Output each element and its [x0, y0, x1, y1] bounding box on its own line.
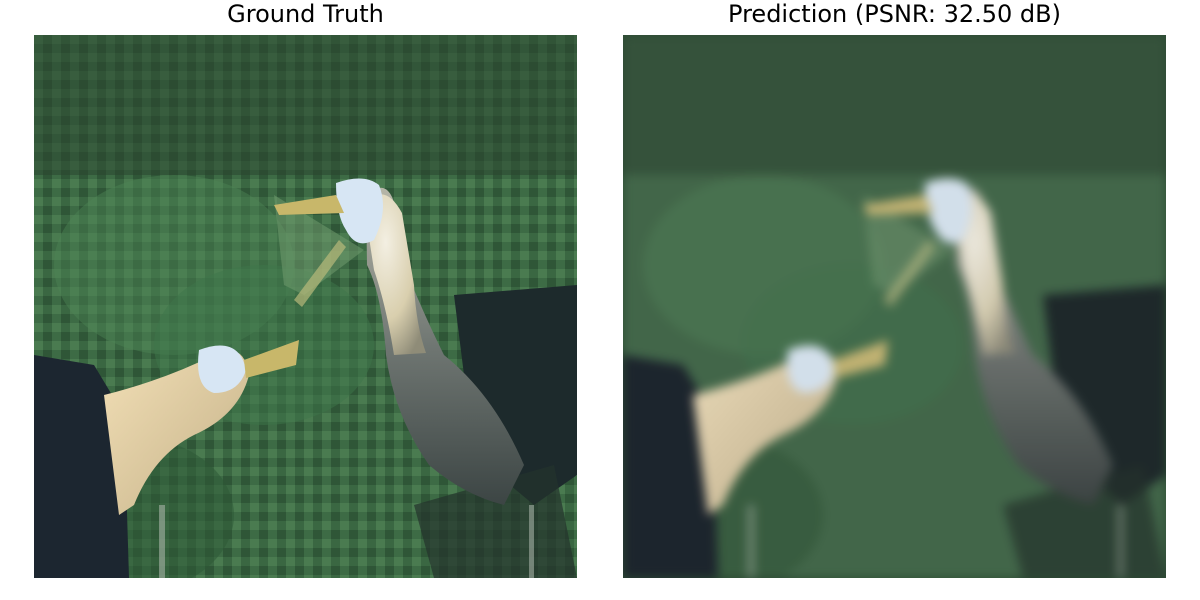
left-shadow	[34, 355, 129, 578]
left-albatross-head	[198, 345, 246, 393]
prediction-title: Prediction (PSNR: 32.50 dB)	[728, 0, 1061, 28]
left-albatross-beak	[244, 340, 299, 378]
ground-truth-image	[34, 35, 577, 578]
right-albatross-neck	[953, 194, 1015, 355]
right-albatross-neck	[364, 194, 426, 355]
left-shadow	[623, 355, 718, 578]
prediction-image	[623, 35, 1166, 578]
prediction-panel: Prediction (PSNR: 32.50 dB)	[623, 0, 1166, 600]
left-albatross-beak	[833, 340, 888, 378]
right-albatross-beak	[274, 195, 344, 215]
albatross-scene	[34, 35, 577, 578]
ground-truth-panel: Ground Truth	[34, 0, 577, 600]
left-albatross-head	[787, 345, 835, 393]
right-albatross-beak	[863, 195, 933, 215]
right-albatross-head	[336, 178, 383, 244]
right-albatross-head	[925, 178, 972, 244]
albatross-scene-blurred	[623, 35, 1166, 578]
ground-truth-title: Ground Truth	[227, 0, 384, 28]
